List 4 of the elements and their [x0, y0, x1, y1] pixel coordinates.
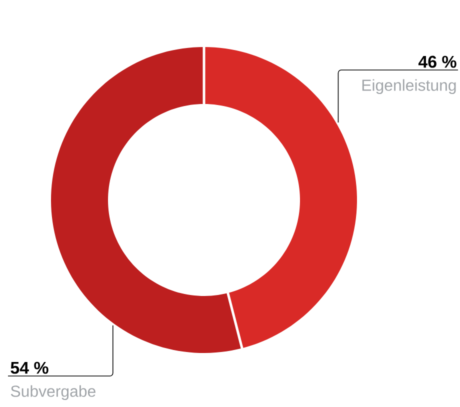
data-label: 54 %	[10, 362, 48, 374]
slice-label: Eigenleistung	[362, 79, 456, 94]
data-label: 46 %	[418, 56, 456, 68]
slice-label: Subvergabe	[10, 385, 96, 400]
